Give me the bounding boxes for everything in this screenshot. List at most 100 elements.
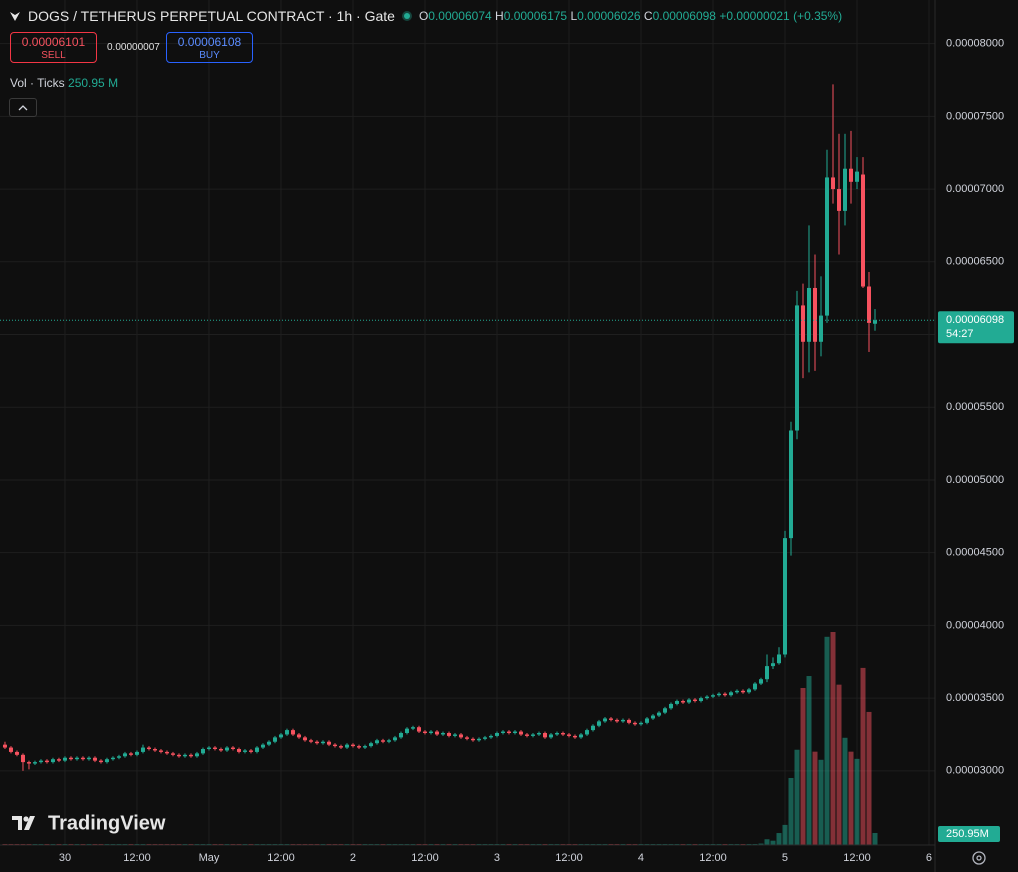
candle-body: [242, 750, 247, 752]
candle-body: [38, 760, 43, 763]
candle-body: [356, 746, 361, 748]
buy-button[interactable]: 0.00006108 BUY: [166, 32, 253, 63]
candle-body: [866, 286, 871, 323]
candle-body: [488, 735, 493, 738]
status-core: [403, 13, 410, 19]
settings-hub[interactable]: [976, 855, 982, 861]
high-value: 0.00006175: [503, 9, 568, 23]
settings-ring[interactable]: [972, 851, 986, 865]
candle-body: [284, 730, 289, 735]
candle-body: [296, 734, 301, 738]
open-label: O: [418, 9, 429, 23]
candle-body: [782, 538, 787, 655]
candle-body: [224, 747, 229, 751]
candle-body: [248, 750, 253, 752]
candle-body: [344, 744, 349, 748]
candle-body: [260, 744, 265, 748]
candle-body: [44, 760, 49, 763]
y-tick-label: 0.00003500: [946, 692, 1004, 704]
candle-body: [650, 715, 655, 719]
candle-body: [398, 733, 403, 738]
candle-body: [842, 168, 847, 211]
candle-body: [110, 757, 115, 760]
buy-label[interactable]: BUY: [199, 50, 220, 61]
candle-body: [326, 741, 331, 745]
candle-body: [578, 734, 583, 738]
sell-button[interactable]: 0.00006101 SELL: [10, 32, 97, 63]
candle-body: [518, 731, 523, 735]
candle-body: [464, 737, 469, 739]
candle-body: [446, 733, 451, 736]
candle-body: [848, 168, 853, 182]
candle-body: [602, 718, 607, 722]
candle-body: [728, 692, 733, 696]
candle-body: [830, 177, 835, 190]
candle-body: [860, 174, 865, 287]
candle-body: [788, 430, 793, 539]
volume-bar: [842, 737, 848, 845]
candle-body: [734, 690, 739, 693]
volume-bar: [812, 751, 818, 845]
last-price-label: 0.00006098: [946, 314, 1004, 326]
y-tick-label: 0.00005000: [946, 474, 1004, 486]
close-label: C: [643, 9, 653, 23]
y-tick-label: 0.00004500: [946, 547, 1004, 559]
volume-bar: [824, 636, 830, 845]
candle-body: [314, 741, 319, 744]
logo-mark: [12, 816, 35, 830]
candle-body: [746, 689, 751, 693]
x-tick-label: 12:00: [843, 852, 871, 864]
volume-bar: [866, 711, 872, 845]
volume-bar: [854, 758, 860, 845]
grid: [0, 0, 935, 845]
candle-body: [854, 171, 859, 182]
x-tick-label: 12:00: [555, 852, 583, 864]
volume-bar: [770, 840, 776, 845]
y-tick-label: 0.00006500: [946, 256, 1004, 268]
sell-label[interactable]: SELL: [41, 50, 66, 61]
candle-body: [332, 744, 337, 747]
candle-body: [188, 754, 193, 757]
candle-body: [800, 305, 805, 342]
chevron[interactable]: [18, 105, 28, 111]
volume-bar: [788, 777, 794, 845]
candle-body: [644, 718, 649, 723]
high-label: H: [495, 9, 504, 23]
candle-body: [836, 189, 841, 211]
candle-body: [752, 683, 757, 690]
symbol-icon: [10, 12, 20, 21]
x-tick-label: 12:00: [699, 852, 727, 864]
y-tick-label: 0.00005500: [946, 401, 1004, 413]
x-tick-label: 30: [59, 852, 71, 864]
sell-price[interactable]: 0.00006101: [21, 35, 86, 49]
volume-bar: [848, 751, 854, 845]
candle-body: [536, 733, 541, 735]
collapse-icon[interactable]: [10, 99, 36, 116]
candle-body: [794, 305, 799, 431]
candle-body: [494, 733, 499, 736]
candle-body: [86, 757, 91, 760]
candle-body: [638, 722, 643, 725]
volume-bar: [764, 839, 770, 845]
candle-body: [500, 731, 505, 734]
y-tick-label: 0.00008000: [946, 38, 1004, 50]
buy-price[interactable]: 0.00006108: [177, 35, 242, 49]
candle-body: [548, 734, 553, 738]
volume-pane: [2, 632, 878, 845]
title: DOGS / TETHERUS PERPETUAL CONTRACT · 1h …: [28, 8, 395, 24]
candle-body: [680, 701, 685, 703]
collapse-button[interactable]: [9, 98, 37, 117]
candle-body: [380, 740, 385, 742]
candle-body: [170, 753, 175, 755]
candle-body: [98, 760, 103, 763]
candle-body: [122, 753, 127, 757]
candle-body: [212, 747, 217, 750]
settings-icon[interactable]: [972, 851, 986, 865]
candle-body: [662, 708, 667, 713]
candle-body: [584, 730, 589, 735]
candle-body: [32, 762, 37, 764]
candle-body: [350, 744, 355, 747]
candle-body: [362, 746, 367, 748]
